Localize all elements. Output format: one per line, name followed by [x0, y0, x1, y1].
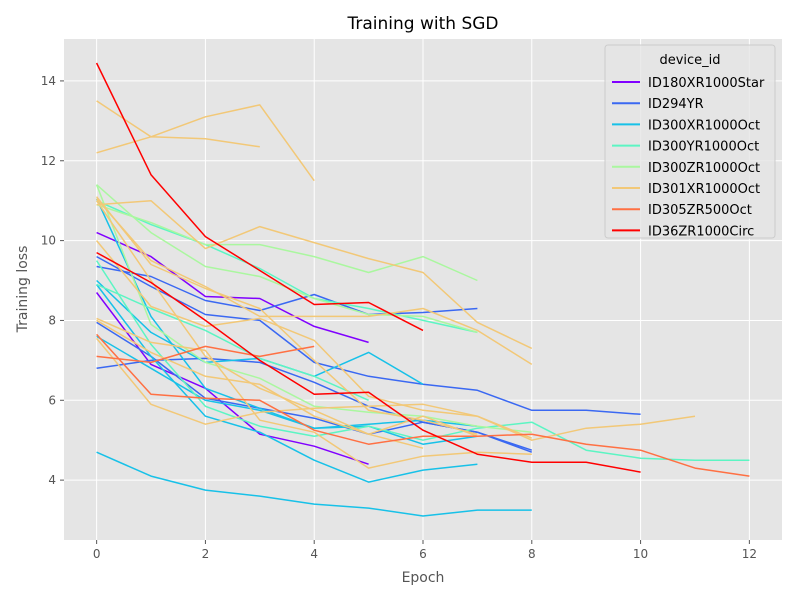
series-line-id300xr1000oct-7 [95, 198, 478, 445]
legend-title: device_id [659, 53, 720, 68]
series-line-id36zr1000circ-29 [95, 62, 424, 332]
series-line-id301xr1000oct-19 [96, 199, 533, 350]
series-line-id300xr1000oct-9 [96, 335, 478, 429]
y-axis-ticks: 4 6 8 10 12 14 [41, 74, 64, 487]
series-line-id300zr1000oct-15 [96, 203, 478, 282]
y-tick-label: 12 [41, 154, 56, 168]
x-tick-label: 10 [633, 547, 648, 561]
series-line-id305zr500oct-28 [96, 333, 750, 477]
x-tick-label: 8 [528, 547, 536, 561]
y-tick-label: 8 [48, 313, 56, 327]
chart-title: Training with SGD [346, 14, 498, 34]
x-axis-ticks: 0 2 4 6 8 10 12 [93, 540, 757, 561]
series-line-id301xr1000oct-22 [96, 337, 533, 439]
x-tick-label: 12 [742, 547, 757, 561]
legend-label-id300xr1000oct: ID300XR1000Oct [648, 118, 760, 133]
legend-label-id305zr500oct: ID305ZR500Oct [648, 203, 752, 218]
series-line-id300xr1000oct-10 [96, 284, 478, 483]
series-line-id300yr1000oct-11 [95, 260, 750, 461]
x-tick-label: 6 [419, 547, 427, 561]
series-line-id300yr1000oct-12 [96, 283, 369, 401]
x-tick-label: 4 [310, 547, 318, 561]
series-line-id300yr1000oct-13 [96, 200, 478, 334]
legend-label-id300yr1000oct: ID300YR1000Oct [648, 140, 759, 155]
legend-items: ID180XR1000Star ID294YR ID300XR1000Oct ID30… [612, 76, 765, 239]
series-line-id301xr1000oct-18 [96, 100, 315, 182]
series-line-id300xr1000oct-6 [96, 451, 532, 517]
x-tick-label: 0 [93, 547, 101, 561]
series-line-id180xr1000star-1 [96, 292, 369, 465]
legend-label-id180xr1000star: ID180XR1000Star [648, 76, 765, 91]
legend-box [604, 44, 776, 239]
x-tick-label: 2 [202, 547, 210, 561]
y-tick-label: 4 [48, 473, 56, 487]
series-line-id300zr1000oct-16 [95, 184, 532, 433]
series-line-id301xr1000oct-21 [96, 198, 533, 366]
legend-label-id301xr1000oct: ID301XR1000Oct [648, 182, 760, 197]
x-axis-label: Epoch [402, 570, 445, 586]
series-line-id294yr-4 [96, 255, 641, 416]
series-line-id301xr1000oct-17 [96, 136, 260, 154]
legend-label-id36zr1000circ: ID36ZR1000Circ [648, 224, 754, 239]
series-line-id301xr1000oct-20 [96, 240, 696, 441]
y-tick-label: 6 [48, 393, 56, 407]
series-line-id301xr1000oct-23 [96, 317, 532, 469]
y-tick-label: 14 [41, 74, 56, 88]
series-line-id301xr1000oct-26 [96, 319, 478, 437]
legend-label-id300zr1000oct: ID300ZR1000Oct [648, 161, 760, 176]
legend: device_id ID180XR1000Star ID294YR ID300XR1… [604, 44, 776, 239]
series-line-id36zr1000circ-30 [96, 251, 641, 473]
y-tick-label: 10 [41, 234, 56, 248]
series-line-id294yr-3 [96, 265, 478, 316]
y-axis-label: Training loss [15, 246, 31, 334]
series-line-id305zr500oct-27 [96, 345, 315, 364]
series-lines [95, 62, 750, 517]
legend-label-id294yr: ID294YR [648, 97, 704, 112]
